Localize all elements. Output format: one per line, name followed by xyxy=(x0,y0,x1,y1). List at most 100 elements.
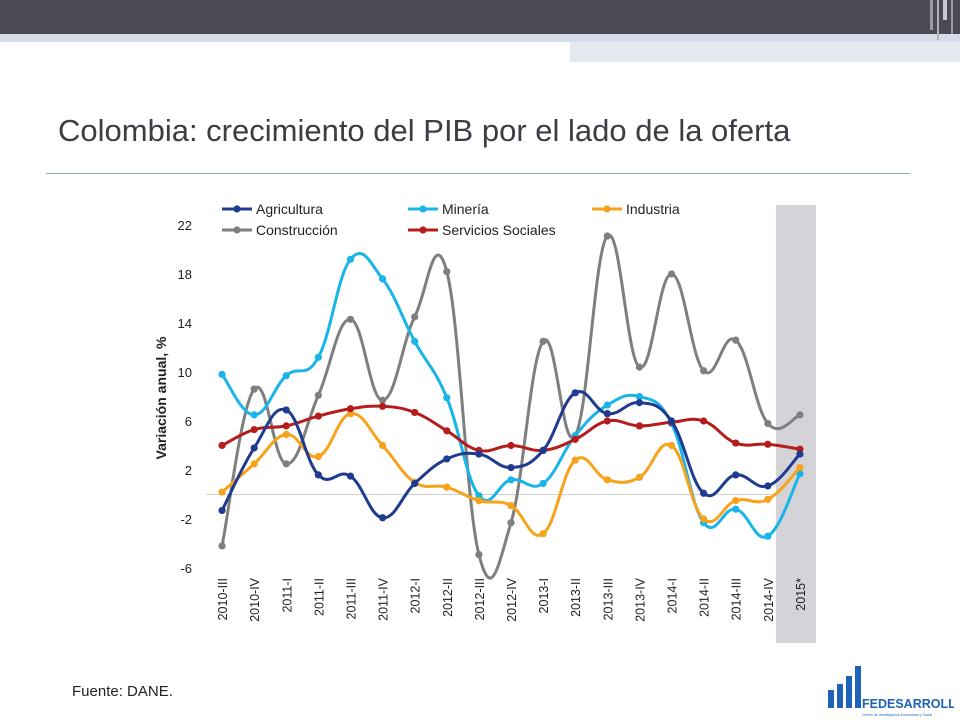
x-tick-label: 2012-II xyxy=(441,578,455,617)
data-point-servicios xyxy=(507,441,515,450)
data-point-industria xyxy=(796,463,804,472)
data-point-agricultura xyxy=(314,471,322,479)
data-point-mineria xyxy=(603,401,611,409)
x-tick-label: 2014-I xyxy=(666,578,680,613)
legend-label-servicios: Servicios Sociales xyxy=(442,222,556,238)
y-tick-label: -6 xyxy=(180,561,192,576)
data-point-industria xyxy=(603,476,611,484)
x-tick-label: 2014-III xyxy=(730,578,744,620)
data-point-construccion xyxy=(378,396,387,404)
data-point-construccion xyxy=(282,460,290,468)
data-point-agricultura xyxy=(250,444,258,452)
source-note: Fuente: DANE. xyxy=(72,683,173,700)
data-point-servicios xyxy=(571,435,579,443)
data-point-industria xyxy=(539,530,547,538)
x-tick-label: 2013-II xyxy=(569,578,583,617)
data-point-mineria xyxy=(314,353,322,361)
legend-label-construccion: Construcción xyxy=(256,222,338,238)
data-point-agricultura xyxy=(411,479,419,488)
legend-label-mineria: Minería xyxy=(442,201,489,217)
data-point-servicios xyxy=(346,405,355,413)
data-point-mineria xyxy=(282,372,290,380)
data-point-construccion xyxy=(443,267,451,276)
x-tick-label: 2012-III xyxy=(473,578,487,620)
x-tick-label: 2010-IV xyxy=(248,577,262,621)
x-tick-label: 2013-I xyxy=(537,578,551,613)
data-point-industria xyxy=(700,515,708,523)
data-point-construccion xyxy=(314,391,322,399)
x-tick-label: 2011-III xyxy=(344,578,358,619)
data-point-mineria xyxy=(764,532,772,540)
data-point-agricultura xyxy=(667,417,676,425)
data-point-construccion xyxy=(732,336,740,344)
legend-marker-agricultura xyxy=(233,205,241,213)
data-point-agricultura xyxy=(764,482,772,490)
data-point-agricultura xyxy=(282,406,290,414)
data-point-agricultura xyxy=(571,389,579,397)
data-point-construccion xyxy=(250,385,258,393)
x-tick-label: 2010-III xyxy=(216,578,230,620)
y-tick-label: 2 xyxy=(185,463,192,478)
data-point-agricultura xyxy=(346,472,355,480)
x-tick-label: 2011-IV xyxy=(377,577,391,621)
data-point-mineria xyxy=(635,392,644,401)
x-tick-label: 2014-IV xyxy=(762,577,776,621)
data-point-industria xyxy=(378,441,387,450)
data-point-servicios xyxy=(218,441,226,450)
logo-tagline: Centro de Investigación Económica y Soci… xyxy=(862,713,932,717)
x-tick-label: 2013-IV xyxy=(633,577,647,621)
data-point-construccion xyxy=(603,232,611,240)
data-point-construccion xyxy=(218,542,226,550)
y-tick-label: 22 xyxy=(178,218,192,233)
data-point-mineria xyxy=(411,337,419,345)
data-point-industria xyxy=(475,497,483,505)
data-point-agricultura xyxy=(378,514,387,522)
data-point-servicios xyxy=(603,417,611,425)
header-bar xyxy=(0,0,960,62)
data-point-mineria xyxy=(378,275,387,283)
data-point-servicios xyxy=(732,439,740,447)
data-point-industria xyxy=(282,430,290,439)
data-point-agricultura xyxy=(603,410,611,418)
slide-title: Colombia: crecimiento del PIB por el lad… xyxy=(58,113,791,148)
x-tick-label: 2014-II xyxy=(698,578,712,617)
y-tick-label: -2 xyxy=(180,512,192,527)
x-tick-label: 2015* xyxy=(794,578,808,611)
data-point-mineria xyxy=(507,476,515,484)
data-point-mineria xyxy=(732,505,740,513)
data-point-servicios xyxy=(764,440,772,448)
legend-marker-mineria xyxy=(419,205,427,213)
data-point-agricultura xyxy=(443,455,451,463)
data-point-servicios xyxy=(635,422,644,430)
data-point-agricultura xyxy=(539,446,547,454)
legend-label-industria: Industria xyxy=(626,201,680,217)
data-point-servicios xyxy=(282,422,290,430)
forecast-band xyxy=(775,205,816,643)
series-line-agricultura xyxy=(220,390,802,520)
legend-marker-industria xyxy=(603,205,611,213)
data-point-mineria xyxy=(796,470,804,478)
data-point-agricultura xyxy=(796,450,804,458)
data-point-industria xyxy=(571,456,579,464)
data-point-construccion xyxy=(346,315,355,323)
data-point-mineria xyxy=(218,370,226,379)
data-point-industria xyxy=(764,495,772,503)
data-point-mineria xyxy=(443,394,451,402)
data-point-industria xyxy=(667,441,676,450)
x-tick-label: 2013-III xyxy=(601,578,615,620)
data-point-construccion xyxy=(667,270,676,278)
data-point-industria xyxy=(218,488,226,496)
x-tick-label: 2011-II xyxy=(312,578,326,616)
data-point-construccion xyxy=(764,419,772,428)
data-point-construccion xyxy=(507,519,515,527)
data-point-industria xyxy=(443,483,451,491)
data-point-agricultura xyxy=(732,471,740,479)
data-point-construccion xyxy=(475,550,483,559)
legend-label-agricultura: Agricultura xyxy=(256,201,323,217)
data-point-construccion xyxy=(635,363,644,371)
title-divider xyxy=(46,173,910,174)
data-point-construccion xyxy=(411,313,419,321)
y-tick-label: 18 xyxy=(178,267,192,282)
data-point-mineria xyxy=(346,255,355,263)
